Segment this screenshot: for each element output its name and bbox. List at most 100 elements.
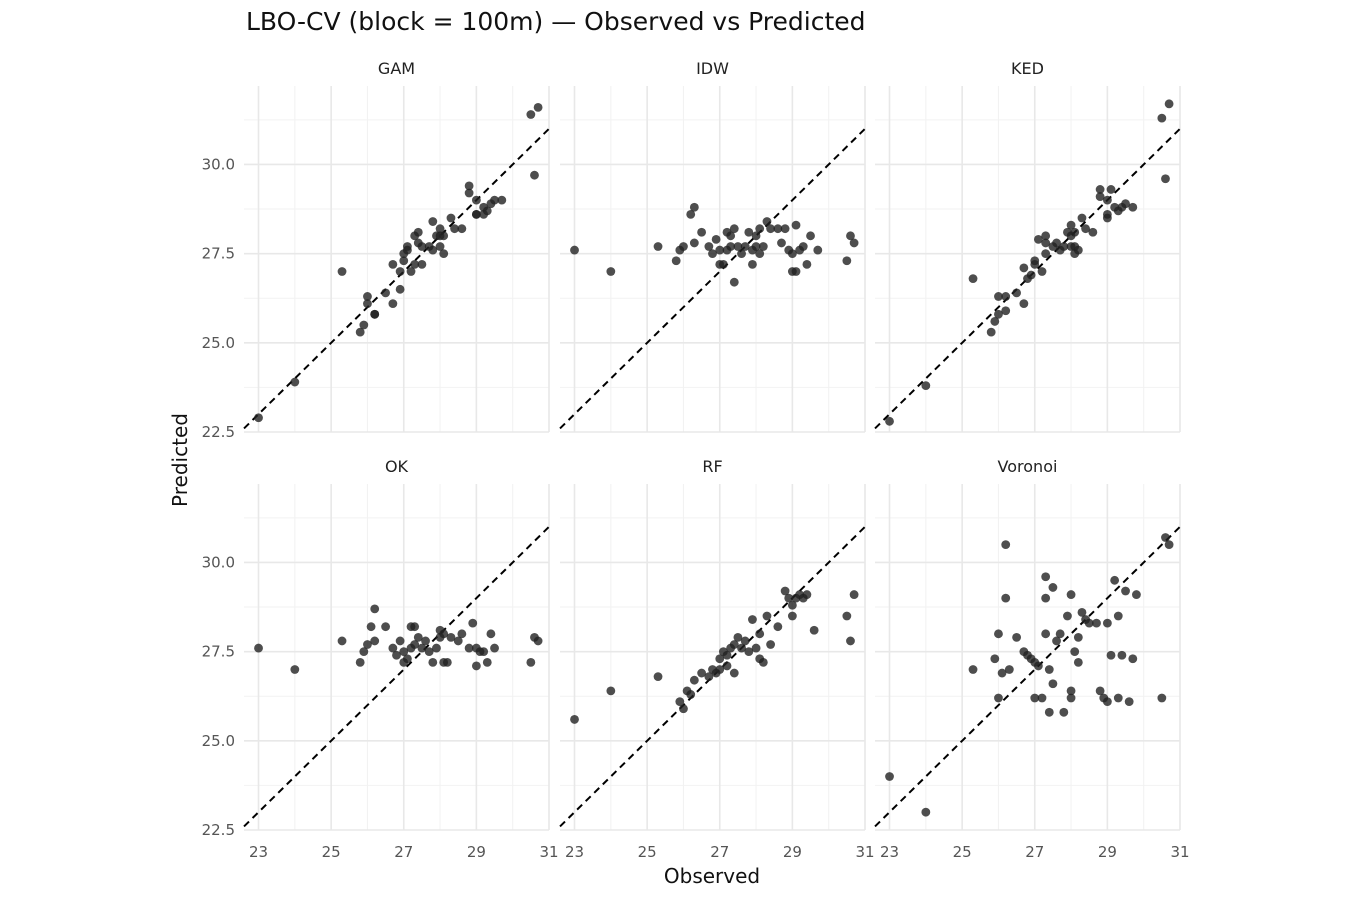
data-point — [1055, 629, 1065, 639]
data-point — [729, 640, 739, 649]
data-point — [1026, 270, 1036, 280]
data-point — [994, 292, 1003, 301]
data-point — [729, 668, 739, 678]
data-point — [1095, 686, 1105, 696]
data-point — [1157, 693, 1167, 703]
data-point — [787, 600, 797, 610]
data-point — [533, 103, 543, 112]
data-point — [1102, 195, 1112, 205]
data-point — [464, 181, 474, 191]
data-point — [435, 242, 445, 251]
data-point — [766, 640, 775, 649]
data-point — [471, 661, 481, 671]
facet-label: KED — [1011, 59, 1044, 78]
data-point — [1059, 242, 1069, 251]
data-point — [751, 242, 761, 251]
data-point — [846, 231, 855, 241]
data-point — [395, 636, 405, 646]
data-point — [399, 256, 409, 266]
data-point — [758, 657, 768, 667]
data-point — [773, 622, 783, 632]
data-point — [421, 636, 430, 646]
data-point — [726, 242, 736, 251]
x-tick-label: 23 — [565, 843, 584, 861]
data-point — [780, 224, 790, 234]
data-point — [791, 267, 801, 276]
data-point — [1019, 263, 1029, 273]
facet-panel-rf: RF 23 25 27 29 31 — [559, 457, 875, 861]
data-point — [744, 647, 754, 657]
data-point — [802, 590, 812, 599]
data-point — [1048, 679, 1058, 689]
data-point — [787, 611, 797, 621]
data-point — [471, 195, 481, 205]
x-tick-label: 31 — [1170, 843, 1189, 861]
facet-panel-ked: KED — [874, 59, 1181, 433]
data-point — [410, 640, 420, 649]
data-point — [755, 629, 765, 639]
data-point — [784, 593, 794, 603]
data-point — [751, 231, 761, 241]
data-point — [606, 267, 616, 276]
data-point — [1073, 657, 1083, 667]
data-point — [1164, 99, 1174, 109]
data-point — [366, 622, 376, 632]
data-point — [428, 217, 438, 226]
facet-panels: GAM 22.5 25.0 27.5 30.0 IDW KED OK 22.5 25.0 27.5 3… — [202, 59, 1190, 861]
data-point — [570, 715, 579, 724]
data-point — [533, 636, 543, 646]
data-point — [994, 693, 1003, 703]
data-point — [715, 245, 725, 255]
data-point — [1012, 288, 1022, 298]
data-point — [1030, 693, 1040, 703]
data-point — [1063, 611, 1072, 621]
data-point — [787, 249, 797, 259]
data-point — [1052, 636, 1061, 646]
data-point — [1066, 693, 1076, 703]
data-point — [490, 643, 499, 653]
data-point — [399, 647, 409, 657]
data-point — [921, 807, 931, 817]
data-point — [464, 188, 474, 198]
data-point — [1161, 533, 1170, 542]
data-point — [675, 697, 685, 706]
data-point — [758, 242, 768, 251]
data-point — [395, 267, 405, 276]
data-point — [526, 657, 536, 667]
data-point — [686, 210, 696, 219]
data-point — [733, 632, 743, 642]
data-point — [1132, 590, 1141, 599]
data-point — [1088, 227, 1098, 237]
data-point — [740, 636, 750, 646]
data-point — [439, 231, 449, 241]
data-point — [1019, 299, 1029, 308]
data-point — [1113, 693, 1123, 703]
data-point — [486, 629, 496, 639]
identity-reference-line — [874, 526, 1181, 828]
data-point — [1066, 686, 1076, 696]
data-point — [370, 636, 380, 646]
data-point — [439, 629, 449, 639]
data-point — [1110, 575, 1120, 585]
data-point — [450, 224, 459, 234]
x-tick-label: 29 — [467, 843, 486, 861]
data-point — [689, 675, 699, 685]
x-tick-label: 23 — [880, 843, 899, 861]
data-point — [708, 249, 717, 259]
data-point — [381, 288, 391, 298]
data-point — [453, 636, 463, 646]
data-point — [1070, 227, 1080, 237]
data-point — [798, 242, 808, 251]
data-point — [1041, 231, 1051, 241]
data-point — [715, 665, 725, 674]
data-point — [388, 259, 398, 269]
data-point — [395, 284, 405, 294]
data-point — [402, 242, 412, 251]
data-point — [1077, 608, 1087, 617]
data-point — [697, 668, 707, 678]
data-point — [1117, 650, 1127, 660]
data-point — [530, 170, 539, 180]
data-point — [406, 267, 416, 276]
data-point — [1001, 292, 1011, 301]
data-point — [370, 604, 380, 614]
